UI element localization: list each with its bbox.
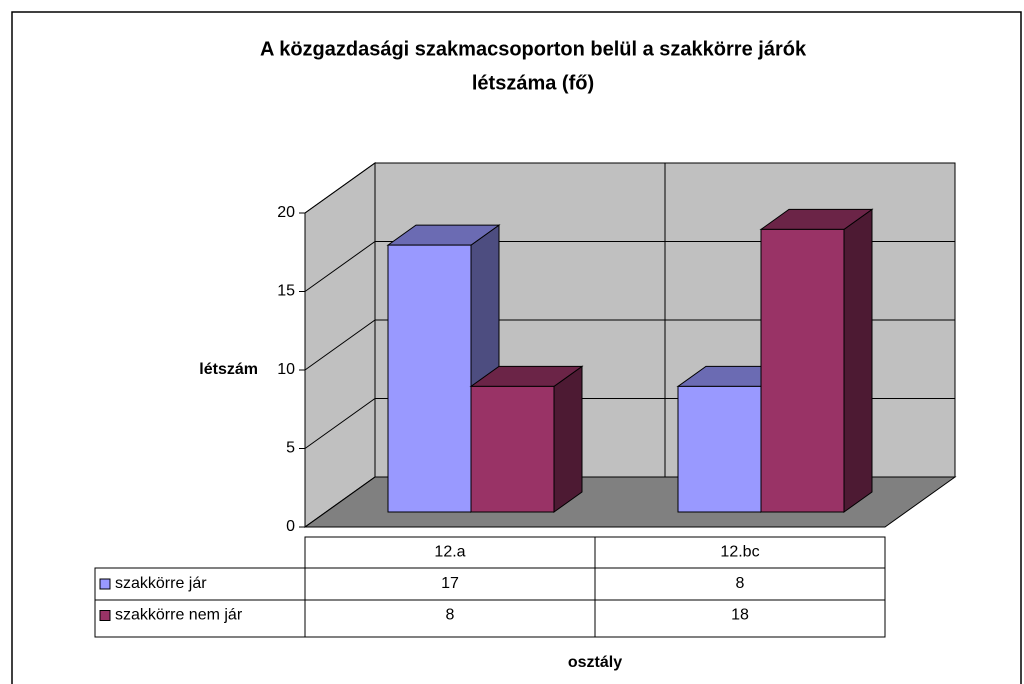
x-axis-label: osztály <box>568 654 622 671</box>
table-value: 17 <box>441 575 459 592</box>
chart-title: létszáma (fő) <box>472 72 594 94</box>
grid-line <box>304 162 955 214</box>
bar <box>760 228 845 513</box>
y-tick-label: 5 <box>286 440 295 457</box>
chart-title: A közgazdasági szakmacsoporton belül a s… <box>260 38 807 60</box>
bar <box>387 244 472 513</box>
y-tick-label: 10 <box>277 361 295 378</box>
legend-label: szakkörre nem jár <box>115 607 243 624</box>
table-value: 8 <box>736 575 745 592</box>
bar-side <box>553 365 583 513</box>
x-tick-label: 12.a <box>434 544 465 561</box>
y-axis-label: létszám <box>199 361 258 378</box>
table-value: 18 <box>731 607 749 624</box>
table-value: 8 <box>446 607 455 624</box>
y-tick-label: 15 <box>277 283 295 300</box>
y-tick-label: 20 <box>277 204 295 221</box>
bar <box>677 385 762 513</box>
legend-swatch <box>99 578 111 590</box>
bar-side <box>843 208 873 513</box>
legend-swatch <box>99 610 111 621</box>
y-tick-label: 0 <box>286 518 295 535</box>
bar <box>470 385 555 513</box>
x-tick-label: 12.bc <box>720 544 759 561</box>
legend-label: szakkörre jár <box>115 575 207 592</box>
